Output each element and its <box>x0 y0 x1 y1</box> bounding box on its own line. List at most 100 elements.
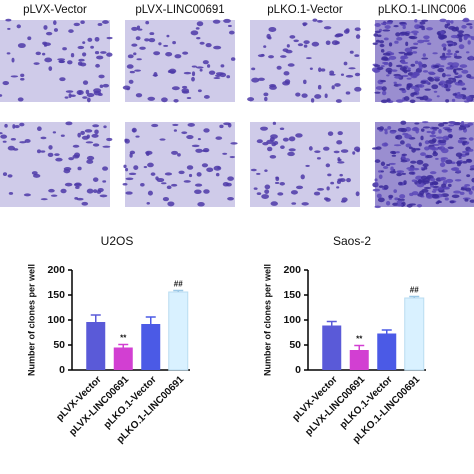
cell <box>126 64 134 69</box>
cell <box>467 122 474 126</box>
cell <box>381 142 389 147</box>
cell <box>471 177 474 183</box>
cell <box>375 39 381 43</box>
cell <box>197 138 201 141</box>
cell <box>271 142 277 147</box>
cell <box>437 32 441 36</box>
cell <box>291 202 297 205</box>
cell <box>0 132 3 135</box>
cell <box>229 155 236 159</box>
cell <box>352 151 356 155</box>
cell <box>264 169 268 172</box>
cell <box>53 28 58 32</box>
cell <box>76 197 84 201</box>
bar <box>168 291 189 371</box>
cell <box>268 55 274 59</box>
cell <box>203 95 210 99</box>
cell <box>452 65 459 69</box>
micrograph-bg <box>125 20 235 102</box>
cell <box>422 39 430 43</box>
cell <box>396 37 403 41</box>
cell <box>215 74 221 78</box>
cell <box>311 41 320 47</box>
cell <box>136 58 142 61</box>
cell <box>441 72 446 78</box>
cell <box>277 192 284 196</box>
cell <box>266 33 271 39</box>
bar <box>404 297 425 371</box>
cell <box>418 83 425 88</box>
cell <box>450 20 454 24</box>
cell <box>267 146 273 152</box>
cell <box>413 32 418 36</box>
cell <box>171 150 178 155</box>
cell <box>191 144 200 148</box>
micrograph-bg <box>250 122 360 207</box>
cell <box>159 138 166 141</box>
cell <box>295 185 304 190</box>
cell <box>156 177 165 183</box>
cell <box>412 51 418 54</box>
cell <box>256 192 262 196</box>
cell <box>94 51 100 55</box>
cell <box>451 62 460 68</box>
cell <box>297 43 304 47</box>
cell <box>438 34 446 40</box>
cell <box>396 99 404 103</box>
cell <box>128 172 137 176</box>
micrograph <box>247 18 362 103</box>
cell <box>433 76 441 79</box>
cell <box>86 188 94 194</box>
cell <box>8 191 14 195</box>
chart-title: U2OS <box>101 234 134 248</box>
cell <box>439 177 445 181</box>
cell <box>431 130 435 135</box>
cell <box>409 36 418 40</box>
cell <box>19 141 27 144</box>
cell <box>135 36 141 41</box>
cell <box>36 126 42 132</box>
cell <box>256 139 263 144</box>
cell <box>418 142 422 147</box>
cell <box>262 141 269 146</box>
cell <box>380 48 385 53</box>
cell <box>74 183 81 186</box>
cell <box>7 174 13 178</box>
cell <box>125 167 129 172</box>
cell <box>343 61 348 66</box>
cell <box>458 37 463 43</box>
cell <box>355 34 361 39</box>
cell <box>72 144 80 148</box>
cell <box>134 69 141 72</box>
cell <box>330 181 335 185</box>
cell <box>97 22 103 27</box>
cell <box>445 52 453 56</box>
cell <box>102 180 107 183</box>
cell <box>416 182 425 188</box>
cell <box>386 98 391 102</box>
cell <box>16 24 21 29</box>
cell <box>215 172 220 177</box>
cell <box>335 99 342 103</box>
cell <box>140 183 145 187</box>
cell <box>95 63 100 68</box>
cell <box>455 94 464 99</box>
cell <box>387 125 392 130</box>
cell <box>378 185 384 188</box>
cell <box>380 65 385 68</box>
cell <box>82 96 88 99</box>
cell <box>453 190 461 194</box>
cell <box>35 51 42 56</box>
cell <box>439 162 446 168</box>
cell <box>149 32 155 36</box>
panel-label: pLVX-Vector <box>23 4 87 16</box>
cell <box>380 79 386 83</box>
cell <box>427 42 432 45</box>
cell <box>20 73 25 78</box>
cell <box>80 20 85 24</box>
micrograph-bg <box>375 20 474 102</box>
cell <box>195 148 203 153</box>
cell <box>393 25 399 28</box>
cell <box>172 123 179 127</box>
cell <box>399 88 406 91</box>
